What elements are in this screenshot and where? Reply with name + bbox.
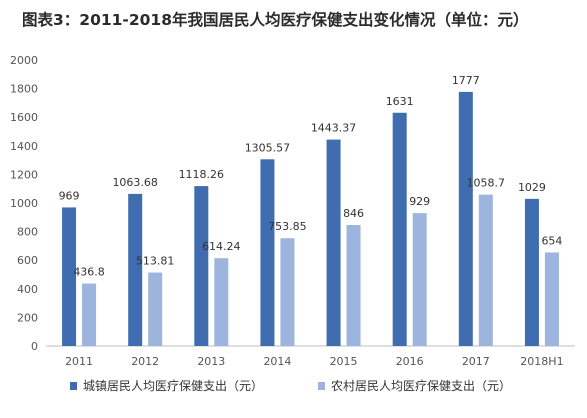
data-label-series1-2017: 1777	[452, 74, 480, 87]
bar-series1-2016	[392, 112, 407, 346]
data-label-series1-2018H1: 1029	[518, 181, 546, 194]
bar-series2-2015	[346, 225, 361, 346]
y-tick-label-7: 1400	[10, 140, 38, 153]
data-label-series2-2016: 929	[409, 195, 430, 208]
data-label-series1-2013: 1118.26	[179, 168, 225, 181]
y-tick-label-8: 1600	[10, 111, 38, 124]
bar-series1-2017	[458, 91, 473, 346]
data-label-series1-2016: 1631	[386, 95, 414, 108]
y-tick-label-2: 400	[17, 283, 38, 296]
bar-series1-2012	[128, 193, 143, 346]
x-tick-label-2: 2013	[197, 355, 225, 368]
data-label-series2-2011: 436.8	[73, 266, 105, 279]
legend-swatch-series1	[70, 382, 77, 390]
x-tick-label-3: 2014	[263, 355, 291, 368]
y-tick-label-0: 0	[31, 340, 38, 353]
y-tick-label-6: 1200	[10, 168, 38, 181]
data-label-series2-2012: 513.81	[136, 255, 175, 268]
bar-series1-2013	[194, 186, 209, 346]
chart-title: 图表3：2011-2018年我国居民人均医疗保健支出变化情况（单位：元）	[22, 11, 529, 29]
data-label-series1-2015: 1443.37	[311, 122, 357, 135]
bar-series2-2011	[82, 283, 97, 346]
y-tick-label-4: 800	[17, 226, 38, 239]
bar-series2-2016	[412, 213, 427, 346]
bar-series2-2014	[280, 238, 295, 346]
y-tick-label-10: 2000	[10, 54, 38, 67]
data-label-series1-2012: 1063.68	[112, 176, 158, 189]
legend-swatch-series2	[318, 382, 325, 390]
x-tick-label-5: 2016	[396, 355, 424, 368]
bar-series2-2018H1	[544, 252, 559, 346]
data-label-series1-2014: 1305.57	[245, 141, 291, 154]
legend-label-series2: 农村居民人均医疗保健支出（元）	[331, 379, 511, 393]
bar-series1-2018H1	[524, 198, 539, 346]
data-label-series1-2011: 969	[59, 189, 80, 202]
x-tick-label-4: 2015	[330, 355, 358, 368]
bar-series2-2017	[478, 194, 493, 346]
bar-series1-2011	[62, 207, 77, 346]
x-tick-label-0: 2011	[65, 355, 93, 368]
y-tick-label-9: 1800	[10, 83, 38, 96]
bar-series1-2015	[326, 139, 341, 346]
data-label-series2-2014: 753.85	[268, 220, 307, 233]
x-tick-label-7: 2018H1	[520, 355, 563, 368]
bar-series2-2012	[148, 272, 163, 346]
data-label-series2-2017: 1058.7	[467, 177, 506, 190]
y-tick-label-3: 600	[17, 254, 38, 267]
data-label-series2-2018H1: 654	[541, 234, 562, 247]
y-tick-label-5: 1000	[10, 197, 38, 210]
y-tick-label-1: 200	[17, 311, 38, 324]
legend-label-series1: 城镇居民人均医疗保健支出（元）	[83, 379, 263, 393]
data-label-series2-2015: 846	[343, 207, 364, 220]
x-tick-label-1: 2012	[131, 355, 159, 368]
x-tick-label-6: 2017	[462, 355, 490, 368]
data-label-series2-2013: 614.24	[202, 240, 241, 253]
bar-series1-2014	[260, 159, 275, 346]
bar-series2-2013	[214, 258, 229, 346]
